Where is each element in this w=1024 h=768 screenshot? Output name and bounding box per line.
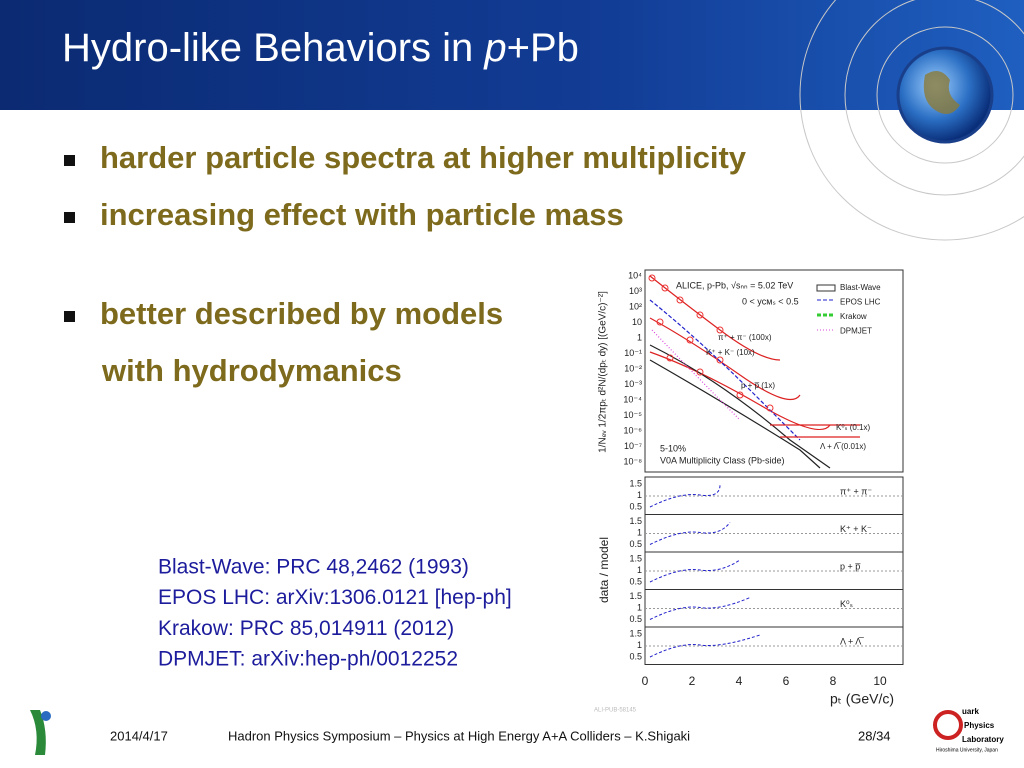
ratio-tick-label: 0.5	[629, 576, 642, 586]
right-logo	[933, 710, 963, 740]
y-tick-label: 10⁻⁶	[624, 425, 643, 435]
ratio-species: π⁺ + π⁻	[840, 486, 872, 496]
species-label: K⁺ + K⁻ (10x)	[706, 348, 755, 357]
species-label: Λ + Λ̅ (0.01x)	[820, 442, 866, 451]
ratio-curve	[649, 522, 731, 545]
figure-id: ALI-PUB-58145	[594, 708, 637, 714]
logo-text: Hiroshima University, Japan	[936, 747, 998, 753]
ratio-tick-label: 1.5	[629, 478, 642, 488]
reference: Krakow: PRC 85,014911 (2012)	[158, 617, 454, 640]
ratio-tick-label: 0.5	[629, 651, 642, 661]
figure: 10⁴10³10²10110⁻¹10⁻²10⁻³10⁻⁴10⁻⁵10⁻⁶10⁻⁷…	[594, 269, 904, 714]
y-tick-label: 10⁻¹	[624, 348, 642, 358]
ratio-tick-label: 1.5	[629, 516, 642, 526]
data-points	[648, 274, 774, 412]
reference: Blast-Wave: PRC 48,2462 (1993)	[158, 556, 469, 579]
logo-text: Laboratory	[962, 735, 1004, 744]
ratio-species: K⁺ + K⁻	[840, 524, 872, 534]
ratio-tick-label: 1.5	[629, 591, 642, 601]
left-logo-dot	[41, 711, 51, 721]
logo-text: uark	[962, 707, 979, 716]
y-tick-label: 10²	[629, 301, 642, 311]
species-label: K⁰ₛ (0.1x)	[836, 423, 871, 432]
x-tick-label: 6	[783, 674, 790, 688]
y-tick-label: 10⁻⁴	[623, 394, 642, 404]
page-number: 28/34	[858, 728, 891, 743]
footer-center: Hadron Physics Symposium – Physics at Hi…	[228, 728, 690, 743]
legend-label: Blast-Wave	[840, 283, 881, 292]
ratio-tick-label: 1	[637, 490, 642, 500]
ratio-curve	[649, 597, 751, 620]
x-tick-label: 10	[873, 674, 887, 688]
ratio-curve	[649, 559, 741, 583]
ratio-tick-label: 1.5	[629, 628, 642, 638]
ratio-tick-label: 1	[637, 602, 642, 612]
y-tick-label: 10³	[629, 286, 642, 296]
species-label: π⁺ + π⁻ (100x)	[718, 333, 772, 342]
y-tick-label: 10⁻³	[624, 379, 642, 389]
ratio-curve	[649, 484, 721, 508]
ratio-tick-label: 0.5	[629, 539, 642, 549]
ratio-species: p + p̅	[840, 561, 861, 571]
x-tick-label: 0	[642, 674, 649, 688]
annotation: 5-10%	[660, 443, 686, 453]
ratio-curve	[649, 634, 761, 658]
spectra-curves	[649, 275, 860, 469]
legend-label: DPMJET	[840, 327, 872, 336]
ratio-tick-label: 1.5	[629, 553, 642, 563]
y-tick-label: 10⁻⁵	[624, 410, 643, 420]
decor-arcs	[799, 0, 1024, 241]
y-tick-label: 10⁻⁸	[623, 456, 642, 466]
bullet-marker	[64, 311, 75, 322]
x-axis-label: pₜ (GeV/c)	[830, 691, 894, 707]
bullets: harder particle spectra at higher multip…	[64, 140, 747, 388]
bullet-text: increasing effect with particle mass	[100, 197, 624, 232]
bullet-text: better described by models	[100, 296, 503, 331]
logo-text: Physics	[964, 721, 995, 730]
footer-date: 2014/4/17	[110, 728, 168, 743]
y-tick-label: 10⁻⁷	[624, 441, 642, 451]
legend-swatches	[816, 284, 836, 331]
x-tick-label: 4	[736, 674, 743, 688]
left-logo	[30, 710, 46, 755]
spectra-frame	[644, 269, 904, 473]
y-tick-label: 10⁻²	[624, 363, 642, 373]
annotation: 0 < yᴄᴍₛ < 0.5	[742, 296, 799, 306]
bullet-text: with hydrodymanics	[101, 353, 402, 388]
legend-label: Krakow	[840, 312, 867, 321]
reference: DPMJET: arXiv:hep-ph/0012252	[158, 648, 458, 671]
ratio-tick-label: 0.5	[629, 614, 642, 624]
ratio-tick-label: 1	[637, 565, 642, 575]
ratio-species: K⁰ₛ	[840, 599, 853, 609]
annotation: V0A Multiplicity Class (Pb-side)	[660, 455, 785, 465]
y-tick-label: 10	[632, 317, 642, 327]
ratio-species: Λ + Λ̅	[840, 636, 864, 646]
reference: EPOS LHC: arXiv:1306.0121 [hep-ph]	[158, 586, 512, 609]
globe-land	[923, 71, 960, 114]
x-tick-label: 2	[689, 674, 696, 688]
ratio-axis-label: data / model	[597, 537, 611, 603]
bullet-marker	[64, 212, 75, 223]
annotation: ALICE, p-Pb, √sₙₙ = 5.02 TeV	[676, 280, 793, 290]
references: Blast-Wave: PRC 48,2462 (1993) EPOS LHC: …	[158, 556, 512, 671]
x-tick-label: 8	[830, 674, 837, 688]
legend-label: EPOS LHC	[840, 298, 881, 307]
bullet-marker	[64, 155, 75, 166]
species-label: p + p̅ (1x)	[741, 381, 775, 390]
ratio-tick-label: 1	[637, 640, 642, 650]
bullet-text: harder particle spectra at higher multip…	[100, 140, 747, 175]
slide-title: Hydro-like Behaviors in p+Pb	[62, 26, 579, 70]
y-tick-label: 10⁴	[628, 270, 642, 280]
footer: 2014/4/17 Hadron Physics Symposium – Phy…	[30, 707, 1004, 755]
ratio-tick-label: 0.5	[629, 501, 642, 511]
y-tick-label: 1	[637, 332, 642, 342]
y-axis-label: 1/Nₑᵥ 1/2πpₜ d²N/(dpₜ dy) [(GeV/c)⁻²]	[598, 291, 609, 453]
ratio-tick-label: 1	[637, 527, 642, 537]
